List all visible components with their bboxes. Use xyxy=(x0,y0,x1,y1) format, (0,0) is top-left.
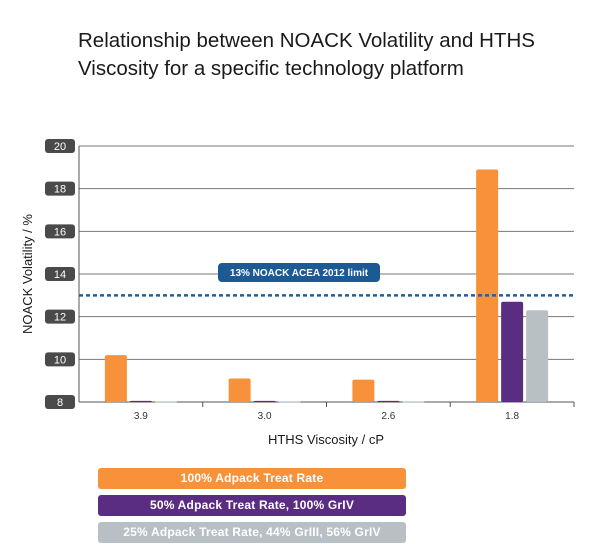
bar-3-3.9 xyxy=(154,401,177,403)
x-tick-label-1.8: 1.8 xyxy=(505,411,519,422)
y-tick-label-8: 8 xyxy=(57,397,63,409)
y-tick-label-14: 14 xyxy=(54,269,66,281)
y-tick-label-10: 10 xyxy=(54,354,66,366)
bar-3-2.6 xyxy=(402,401,425,403)
y-axis-title: NOACK Volatility / % xyxy=(20,214,35,334)
bar-2-1.8 xyxy=(501,301,524,402)
chart-title-line-2: Viscosity for a specific technology plat… xyxy=(78,57,464,80)
reference-label: 13% NOACK ACEA 2012 limit xyxy=(230,268,369,279)
bar-1-2.6 xyxy=(352,379,375,402)
y-tick-label-12: 12 xyxy=(54,312,66,324)
legend-item-3: 25% Adpack Treat Rate, 44% GrIII, 56% Gr… xyxy=(98,522,406,543)
chart-title: Relationship between NOACK Volatility an… xyxy=(78,27,588,83)
bar-1-3.0 xyxy=(228,378,251,402)
bar-1-1.8 xyxy=(476,169,499,402)
legend-item-1: 100% Adpack Treat Rate xyxy=(98,468,406,489)
x-tick-label-3.9: 3.9 xyxy=(134,411,148,422)
bar-2-3.0 xyxy=(253,400,276,402)
x-axis-title: HTHS Viscosity / cP xyxy=(268,432,384,447)
reference-label-box xyxy=(218,263,380,282)
y-tick-label-20: 20 xyxy=(54,141,66,153)
y-tick-box-16 xyxy=(45,224,75,239)
x-tick-label-2.6: 2.6 xyxy=(381,411,395,422)
y-tick-box-14 xyxy=(45,267,75,281)
bar-3-3.0 xyxy=(278,401,301,403)
y-tick-box-20 xyxy=(45,139,75,153)
y-tick-label-18: 18 xyxy=(54,184,66,196)
bar-2-3.9 xyxy=(129,400,152,402)
chart-title-line-1: Relationship between NOACK Volatility an… xyxy=(78,29,535,52)
bar-3-1.8 xyxy=(526,310,549,402)
y-tick-box-12 xyxy=(45,309,75,324)
bar-1-3.9 xyxy=(104,355,127,402)
legend-item-2: 50% Adpack Treat Rate, 100% GrIV xyxy=(98,495,406,516)
x-tick-label-3.0: 3.0 xyxy=(258,411,272,422)
y-tick-box-18 xyxy=(45,181,75,196)
y-tick-label-16: 16 xyxy=(54,226,66,238)
y-tick-box-8 xyxy=(45,395,75,409)
y-tick-box-10 xyxy=(45,352,75,367)
bar-2-2.6 xyxy=(377,400,400,402)
